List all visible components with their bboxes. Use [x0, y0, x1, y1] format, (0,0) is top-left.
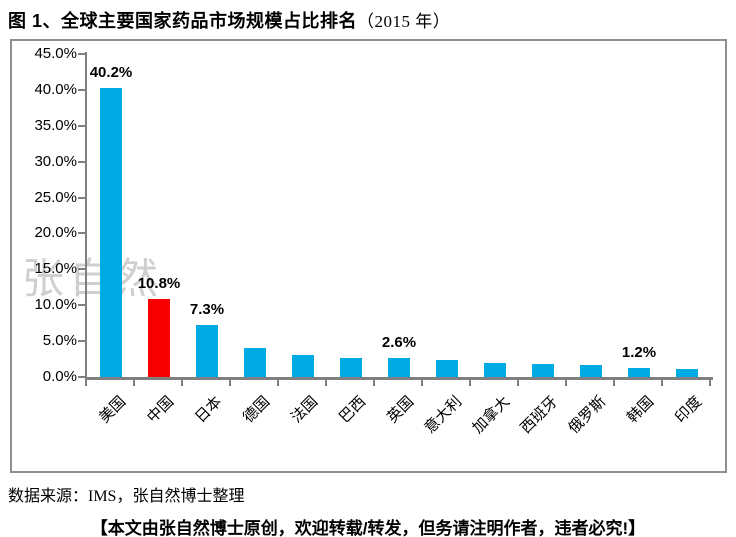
bar-8 [436, 359, 458, 377]
y-axis-tick-mark [78, 376, 85, 378]
y-axis-tick-label: 25.0% [34, 188, 77, 206]
x-axis-category-label: 法国 [287, 393, 322, 427]
bar-5 [292, 355, 314, 377]
x-axis-category-label: 韩国 [623, 393, 658, 427]
x-axis-tick-mark [565, 380, 567, 386]
bar-6 [340, 357, 362, 377]
x-axis-tick-mark [373, 380, 375, 386]
bar-value-label: 10.8% [137, 275, 181, 293]
bar-11 [580, 364, 602, 377]
bar-2 [148, 299, 170, 377]
y-axis-tick-mark [78, 196, 85, 199]
copyright-notice: 【本文由张自然博士原创，欢迎转载/转发，但务请注明作者，违者必究!】 [90, 519, 646, 537]
x-axis-line [85, 377, 713, 380]
y-axis-tick-label: 10.0% [34, 296, 77, 314]
x-axis-tick-mark [421, 380, 423, 386]
bar-10 [532, 364, 554, 377]
bar-3 [196, 324, 218, 377]
x-axis-category-label: 加拿大 [469, 393, 514, 437]
x-axis-category-label: 英国 [383, 393, 418, 427]
y-axis-tick-label: 30.0% [34, 152, 77, 170]
x-axis-tick-mark [709, 380, 711, 386]
bar-1 [100, 88, 122, 377]
x-axis-category-label: 巴西 [335, 393, 370, 427]
x-axis-tick-mark [517, 380, 519, 386]
y-axis-tick-label: 35.0% [34, 116, 77, 134]
x-axis-tick-mark [661, 380, 663, 386]
bar-13 [676, 369, 698, 377]
y-axis-tick-mark [78, 232, 85, 235]
bar-value-label: 2.6% [381, 334, 417, 352]
y-axis-tick-label: 0.0% [42, 368, 77, 385]
y-axis-tick-label: 45.0% [34, 45, 77, 62]
bar-4 [244, 348, 266, 377]
y-axis-tick-label: 15.0% [34, 260, 77, 278]
x-axis-category-label: 印度 [671, 393, 706, 427]
x-axis-tick-mark [277, 380, 279, 386]
bar-value-label: 40.2% [89, 64, 133, 82]
bar-value-label: 1.2% [621, 344, 657, 362]
y-axis-tick-mark [78, 340, 85, 343]
y-axis-tick-label: 20.0% [34, 224, 77, 242]
y-axis-tick-mark [78, 304, 85, 307]
x-axis-tick-mark [229, 380, 231, 386]
x-axis-tick-mark [85, 380, 87, 386]
y-axis-tick-mark [78, 53, 85, 55]
chart-frame: 张自然 0.0% 5.0% 10.0% 15.0% 20.0% 25.0% 30.0% 35.… [10, 39, 727, 473]
y-axis-tick-mark [78, 88, 85, 91]
page-title-year: （2015 年） [357, 12, 451, 31]
bar-value-label: 7.3% [189, 300, 225, 318]
bar-12 [628, 368, 650, 377]
x-axis-tick-mark [613, 380, 615, 386]
x-axis-tick-mark [469, 380, 471, 386]
y-axis-tick-mark [78, 160, 85, 163]
y-axis-tick-mark [78, 124, 85, 127]
page-title-main: 图 1、全球主要国家药品市场规模占比排名 [8, 11, 358, 31]
page-title: 图 1、全球主要国家药品市场规模占比排名（2015 年） [0, 0, 736, 37]
y-axis-tick-mark [78, 268, 85, 271]
x-axis-tick-mark [133, 380, 135, 386]
y-axis-line [85, 52, 87, 379]
bar-7 [388, 358, 410, 377]
x-axis-tick-mark [325, 380, 327, 386]
y-axis-tick-label: 5.0% [42, 332, 77, 350]
source-note: 数据来源：IMS，张自然博士整理 [8, 488, 245, 505]
x-axis-category-label: 日本 [191, 393, 226, 427]
x-axis-category-label: 意大利 [421, 393, 466, 437]
y-axis-tick-label: 40.0% [34, 80, 77, 98]
x-axis-category-label: 中国 [143, 393, 178, 427]
x-axis-tick-mark [181, 380, 183, 386]
bar-9 [484, 363, 506, 377]
x-axis-category-label: 西班牙 [517, 393, 562, 437]
x-axis-category-label: 德国 [239, 393, 274, 427]
x-axis-category-label: 俄罗斯 [565, 393, 610, 437]
x-axis-category-label: 美国 [95, 393, 130, 427]
